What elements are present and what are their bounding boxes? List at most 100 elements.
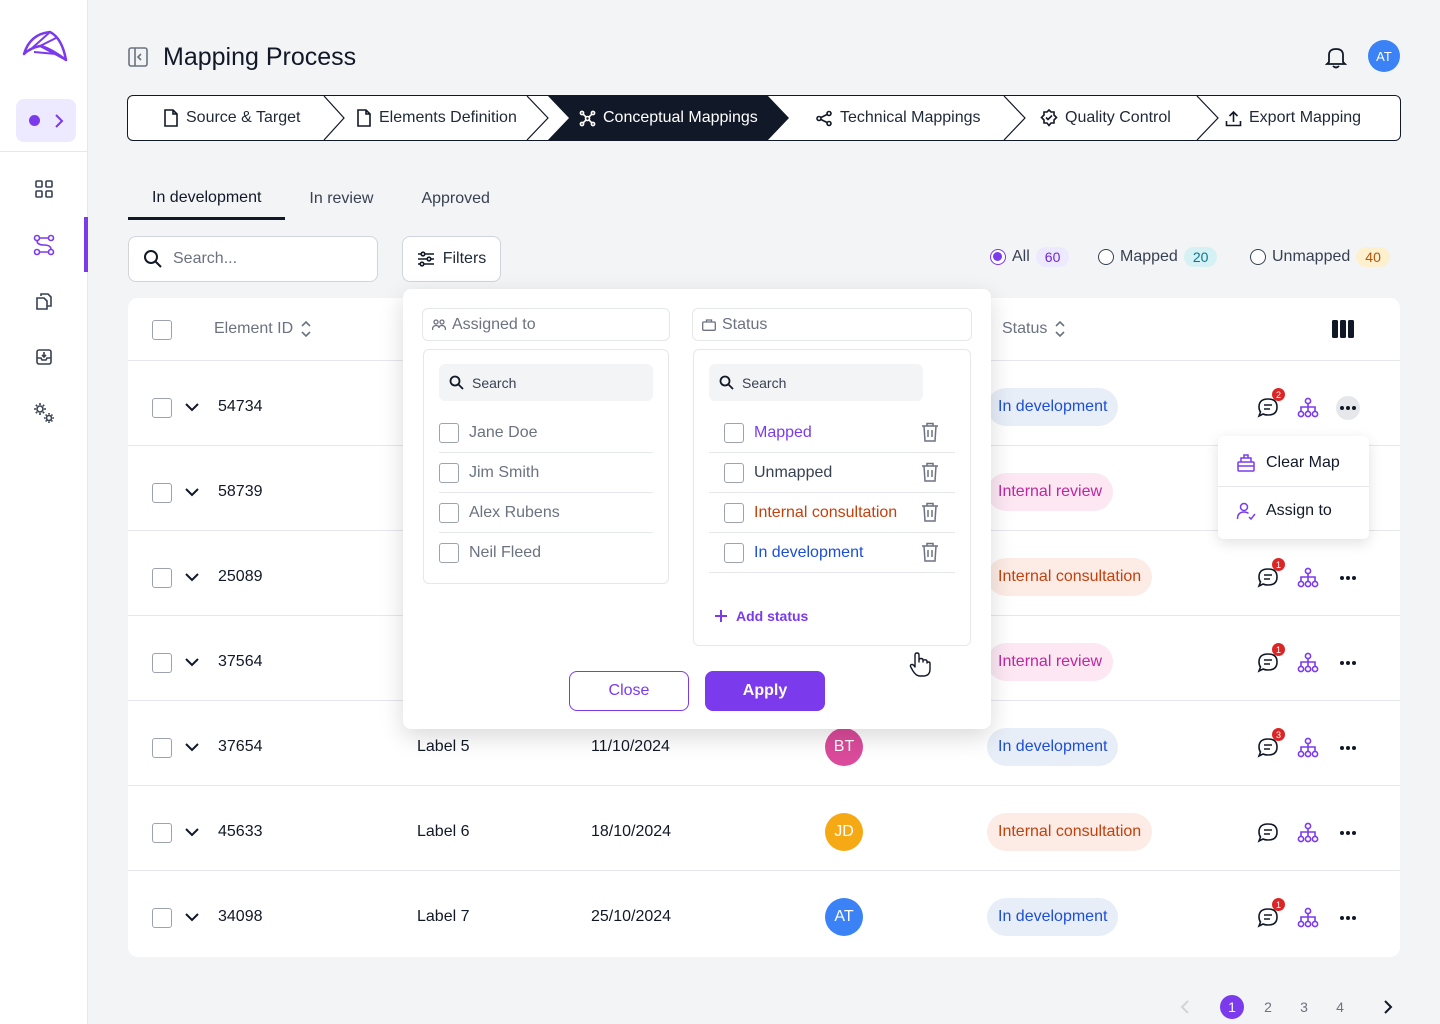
assigned-to-header: Assigned to xyxy=(422,308,670,341)
nav-documents[interactable] xyxy=(30,287,58,315)
row-checkbox[interactable] xyxy=(152,398,172,418)
table-row[interactable]: 34098 Label 7 25/10/2024 AT In developme… xyxy=(128,871,1400,956)
radio-button[interactable] xyxy=(990,249,1006,265)
column-element-id[interactable]: Element ID xyxy=(214,320,311,338)
table-row[interactable]: 45633 Label 6 18/10/2024 JD Internal con… xyxy=(128,786,1400,871)
option-checkbox[interactable] xyxy=(439,543,459,563)
comment-button[interactable]: 1 xyxy=(1256,643,1285,675)
option-checkbox[interactable] xyxy=(439,502,459,523)
user-avatar[interactable]: AT xyxy=(1368,40,1400,72)
hierarchy-button[interactable] xyxy=(1296,736,1320,760)
assign-to-menu-item[interactable]: Assign to xyxy=(1218,487,1369,535)
page-button[interactable]: 1 xyxy=(1220,995,1244,1019)
chevron-down-icon[interactable] xyxy=(185,657,199,667)
chevron-down-icon[interactable] xyxy=(185,487,199,497)
page-button[interactable]: 2 xyxy=(1264,999,1272,1015)
nav-archive[interactable] xyxy=(30,343,58,371)
nav-mappings[interactable] xyxy=(30,231,58,259)
chevron-down-icon[interactable] xyxy=(185,742,199,752)
row-checkbox[interactable] xyxy=(152,738,172,758)
tab-in-development[interactable]: In development xyxy=(128,178,286,220)
tab-approved[interactable]: Approved xyxy=(421,190,490,207)
step-quality-control[interactable]: Quality Control xyxy=(1040,96,1171,140)
row-checkbox[interactable] xyxy=(152,653,172,673)
close-button[interactable]: Close xyxy=(569,671,689,711)
hierarchy-button[interactable] xyxy=(1296,396,1320,420)
radio-button[interactable] xyxy=(1250,249,1266,265)
table-row[interactable]: 37654 Label 5 11/10/2024 BT In developme… xyxy=(128,701,1400,786)
column-status[interactable]: Status xyxy=(1002,320,1065,338)
tab-in-review[interactable]: In review xyxy=(309,190,374,207)
hierarchy-button[interactable] xyxy=(1296,906,1320,930)
chevron-down-icon[interactable] xyxy=(185,402,199,412)
page-button[interactable]: 3 xyxy=(1300,999,1308,1015)
step-elements-definition[interactable]: Elements Definition xyxy=(356,96,517,140)
step-source-target[interactable]: Source & Target xyxy=(163,96,300,140)
page-button[interactable]: 4 xyxy=(1336,999,1344,1015)
chevron-down-icon[interactable] xyxy=(185,572,199,582)
comment-button[interactable] xyxy=(1256,821,1280,845)
comment-button[interactable]: 2 xyxy=(1256,388,1285,420)
more-options-button[interactable] xyxy=(1336,396,1360,420)
option-checkbox[interactable] xyxy=(724,542,744,563)
option-checkbox[interactable] xyxy=(439,422,459,443)
trash-icon[interactable] xyxy=(921,502,939,522)
chevron-down-icon[interactable] xyxy=(185,827,199,837)
radio-mapped[interactable]: Mapped 20 xyxy=(1098,247,1218,267)
filters-button[interactable]: Filters xyxy=(402,236,501,282)
assignee-option[interactable]: Neil Fleed xyxy=(439,533,653,573)
more-options-button[interactable] xyxy=(1336,566,1360,590)
search-input[interactable] xyxy=(173,250,353,268)
hierarchy-button[interactable] xyxy=(1296,651,1320,675)
option-checkbox[interactable] xyxy=(724,462,744,483)
radio-unmapped[interactable]: Unmapped 40 xyxy=(1250,247,1390,267)
radio-button[interactable] xyxy=(1098,249,1114,265)
more-options-button[interactable] xyxy=(1336,736,1360,760)
row-checkbox[interactable] xyxy=(152,568,172,588)
assignee-search[interactable]: Search xyxy=(439,364,653,401)
step-conceptual-mappings[interactable]: Conceptual Mappings xyxy=(579,96,758,140)
row-checkbox[interactable] xyxy=(152,483,172,503)
chevron-down-icon[interactable] xyxy=(185,912,199,922)
comment-button[interactable]: 1 xyxy=(1256,898,1285,930)
trash-icon[interactable] xyxy=(921,422,939,442)
trash-icon[interactable] xyxy=(921,462,939,482)
clear-map-menu-item[interactable]: Clear Map xyxy=(1218,439,1369,487)
step-export-mapping[interactable]: Export Mapping xyxy=(1225,96,1361,140)
row-checkbox[interactable] xyxy=(152,823,172,843)
chevron-left-icon[interactable] xyxy=(1180,1000,1190,1014)
more-options-button[interactable] xyxy=(1336,651,1360,675)
step-technical-mappings[interactable]: Technical Mappings xyxy=(816,96,981,140)
sidebar-toggle-icon[interactable] xyxy=(127,46,149,68)
status-option[interactable]: In development xyxy=(709,533,955,573)
nav-settings[interactable] xyxy=(30,399,58,427)
status-option[interactable]: Internal consultation xyxy=(709,493,955,533)
row-checkbox[interactable] xyxy=(152,908,172,928)
table-row[interactable]: 37564 Internal review xyxy=(128,616,1400,701)
radio-all[interactable]: All 60 xyxy=(990,247,1070,267)
add-status-button[interactable]: Add status xyxy=(714,608,808,624)
more-options-button[interactable] xyxy=(1336,906,1360,930)
assignee-option[interactable]: Alex Rubens xyxy=(439,493,653,533)
columns-icon[interactable] xyxy=(1332,320,1354,338)
status-option[interactable]: Unmapped xyxy=(709,453,955,493)
select-all-checkbox[interactable] xyxy=(152,320,172,340)
hierarchy-button[interactable] xyxy=(1296,566,1320,590)
assignee-option[interactable]: Jim Smith xyxy=(439,453,653,493)
chevron-right-icon[interactable] xyxy=(1383,1000,1393,1014)
nav-dashboard[interactable] xyxy=(30,175,58,203)
comment-button[interactable]: 3 xyxy=(1256,728,1285,760)
status-search[interactable]: Search xyxy=(709,364,923,401)
hierarchy-button[interactable] xyxy=(1296,821,1320,845)
option-checkbox[interactable] xyxy=(724,502,744,523)
notification-bell-icon[interactable] xyxy=(1322,43,1350,71)
sidebar-expand-button[interactable] xyxy=(16,99,76,142)
option-checkbox[interactable] xyxy=(439,462,459,483)
status-option[interactable]: Mapped xyxy=(709,413,955,453)
trash-icon[interactable] xyxy=(921,542,939,562)
assignee-option[interactable]: Jane Doe xyxy=(439,413,653,453)
apply-button[interactable]: Apply xyxy=(705,671,825,711)
more-options-button[interactable] xyxy=(1336,821,1360,845)
comment-button[interactable]: 1 xyxy=(1256,558,1285,590)
option-checkbox[interactable] xyxy=(724,422,744,443)
